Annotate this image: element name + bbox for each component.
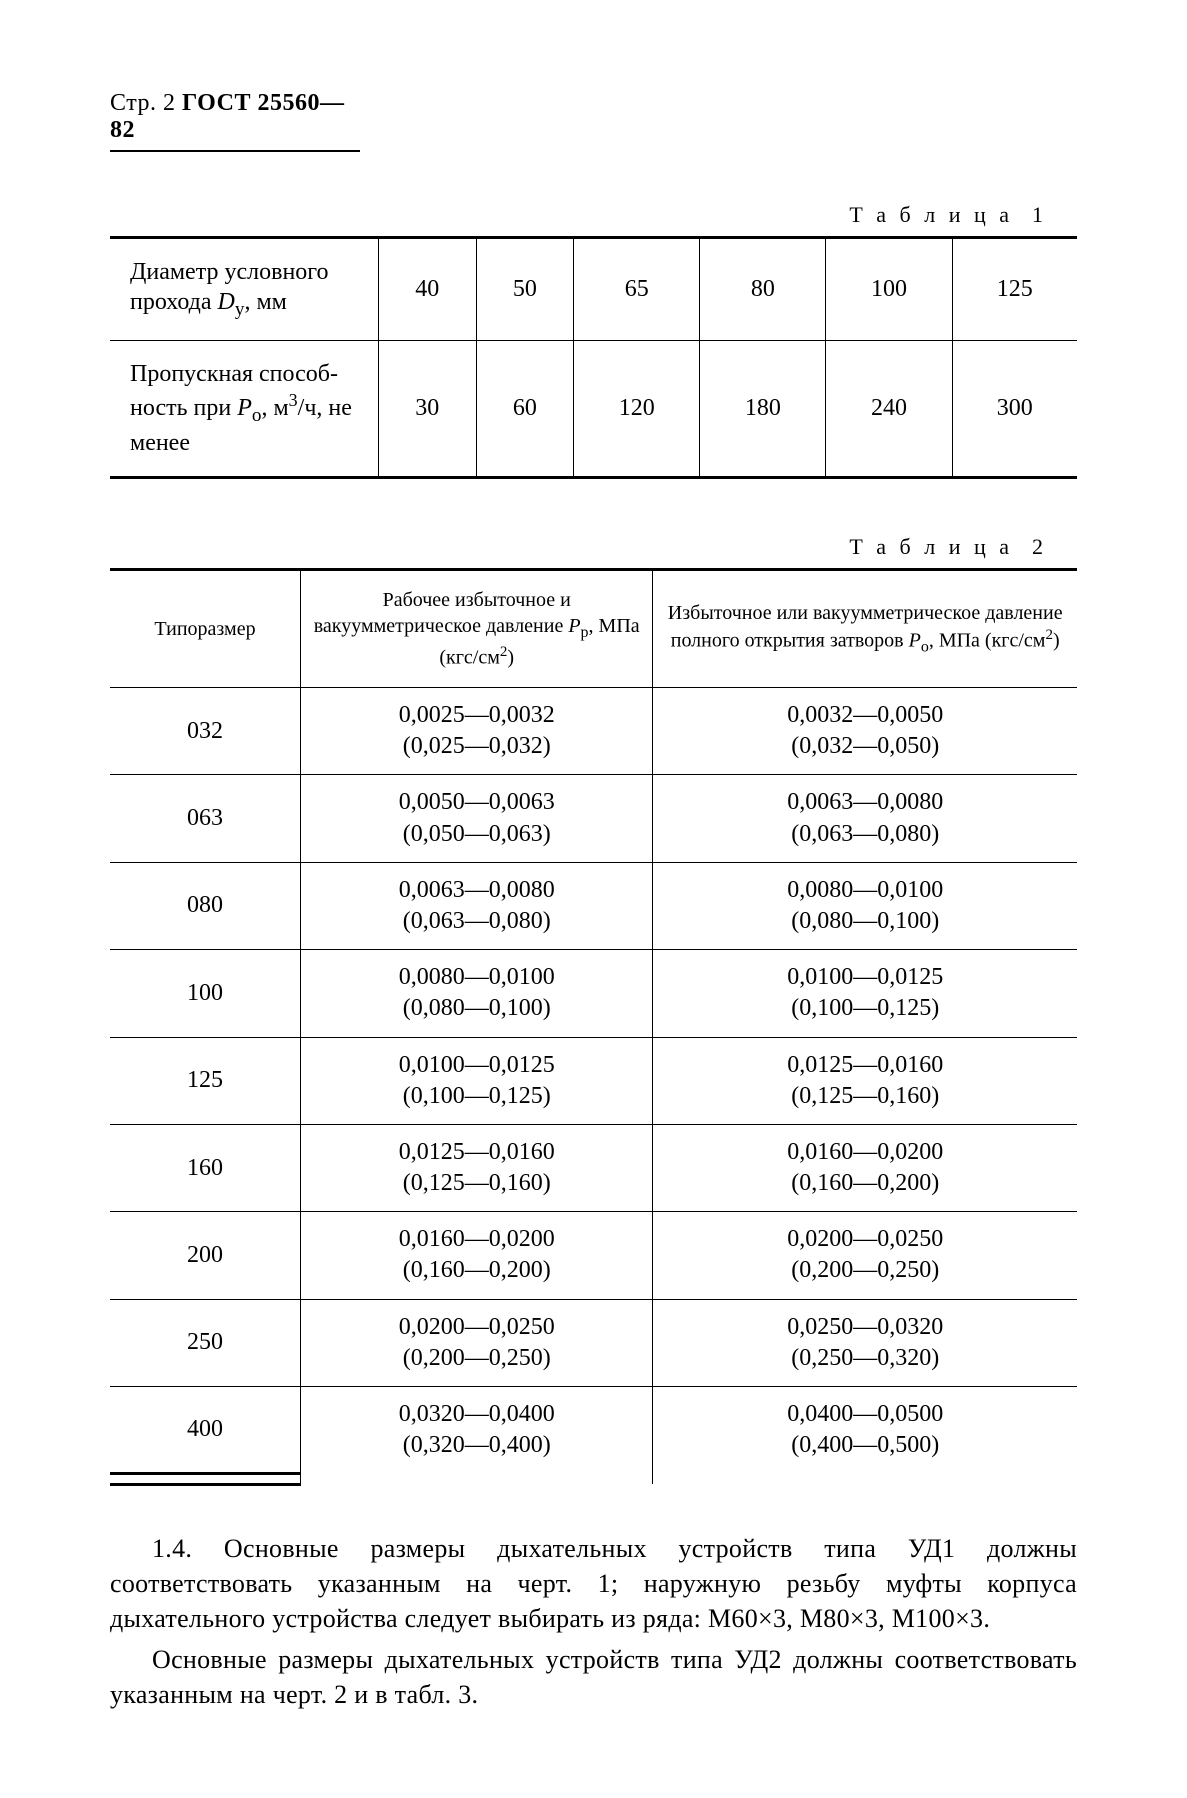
t2-working-pressure: 0,0200—0,0250(0,200—0,250) xyxy=(301,1299,653,1386)
t2-opening-pressure: 0,0400—0,0500(0,400—0,500) xyxy=(653,1387,1077,1474)
t2-size: 080 xyxy=(110,862,301,949)
t2-opening-pressure: 0,0200—0,0250(0,200—0,250) xyxy=(653,1212,1077,1299)
t2-opening-pressure: 0,0063—0,0080(0,063—0,080) xyxy=(653,775,1077,862)
t2-size: 160 xyxy=(110,1124,301,1211)
t2-size: 032 xyxy=(110,688,301,775)
t1-val: 300 xyxy=(952,340,1077,477)
page: Стр. 2 ГОСТ 25560—82 Т а б л и ц а 1 Диа… xyxy=(0,0,1187,1798)
t2-size: 250 xyxy=(110,1299,301,1386)
para-1-4: 1.4. Основные размеры дыхательных устрой… xyxy=(110,1531,1077,1636)
t2-size: 200 xyxy=(110,1212,301,1299)
t2-size: 400 xyxy=(110,1387,301,1474)
t1-col: 80 xyxy=(700,238,826,341)
page-header: Стр. 2 ГОСТ 25560—82 xyxy=(110,90,360,152)
table2-caption: Т а б л и ц а 2 xyxy=(110,534,1047,560)
t1-val: 240 xyxy=(826,340,952,477)
t1-row2-label: Пропускная способ­ность при Pо, м3/ч, не… xyxy=(110,340,379,477)
t1-col: 40 xyxy=(379,238,477,341)
table1-caption: Т а б л и ц а 1 xyxy=(110,202,1047,228)
t1-val: 30 xyxy=(379,340,477,477)
t1-col: 50 xyxy=(476,238,574,341)
t2-size: 100 xyxy=(110,950,301,1037)
body-text: 1.4. Основные размеры дыхательных устрой… xyxy=(110,1531,1077,1712)
t1-row1-label: Диаметр условного прохода Dу, мм xyxy=(110,238,379,341)
t2-working-pressure: 0,0160—0,0200(0,160—0,200) xyxy=(301,1212,653,1299)
t2-working-pressure: 0,0125—0,0160(0,125—0,160) xyxy=(301,1124,653,1211)
t2-opening-pressure: 0,0160—0,0200(0,160—0,200) xyxy=(653,1124,1077,1211)
t2-working-pressure: 0,0025—0,0032(0,025—0,032) xyxy=(301,688,653,775)
t2-h3: Избыточное или вакуумметрическое давлени… xyxy=(653,569,1077,687)
t2-opening-pressure: 0,0080—0,0100(0,080—0,100) xyxy=(653,862,1077,949)
t2-size: 063 xyxy=(110,775,301,862)
t2-h2: Рабочее избыточное и вакуумметрическое д… xyxy=(301,569,653,687)
t1-val: 180 xyxy=(700,340,826,477)
table2: Типоразмер Рабочее избыточное и вакуумме… xyxy=(110,568,1077,1486)
t2-opening-pressure: 0,0250—0,0320(0,250—0,320) xyxy=(653,1299,1077,1386)
t1-val: 60 xyxy=(476,340,574,477)
t1-val: 120 xyxy=(574,340,700,477)
t2-working-pressure: 0,0100—0,0125(0,100—0,125) xyxy=(301,1037,653,1124)
para-ud2: Основные размеры дыхательных устройств т… xyxy=(110,1642,1077,1712)
t1-col: 100 xyxy=(826,238,952,341)
t2-body: 0320,0025—0,0032(0,025—0,032)0,0032—0,00… xyxy=(110,688,1077,1485)
t2-h1: Типоразмер xyxy=(110,569,301,687)
t2-working-pressure: 0,0050—0,0063(0,050—0,063) xyxy=(301,775,653,862)
t2-working-pressure: 0,0320—0,0400(0,320—0,400) xyxy=(301,1387,653,1474)
t2-working-pressure: 0,0063—0,0080(0,063—0,080) xyxy=(301,862,653,949)
t2-size: 125 xyxy=(110,1037,301,1124)
t2-opening-pressure: 0,0125—0,0160(0,125—0,160) xyxy=(653,1037,1077,1124)
t1-col: 125 xyxy=(952,238,1077,341)
table1: Диаметр условного прохода Dу, мм 40 50 6… xyxy=(110,236,1077,479)
t2-opening-pressure: 0,0032—0,0050(0,032—0,050) xyxy=(653,688,1077,775)
page-number: Стр. 2 xyxy=(110,90,175,116)
t2-working-pressure: 0,0080—0,0100(0,080—0,100) xyxy=(301,950,653,1037)
t1-col: 65 xyxy=(574,238,700,341)
t2-opening-pressure: 0,0100—0,0125(0,100—0,125) xyxy=(653,950,1077,1037)
